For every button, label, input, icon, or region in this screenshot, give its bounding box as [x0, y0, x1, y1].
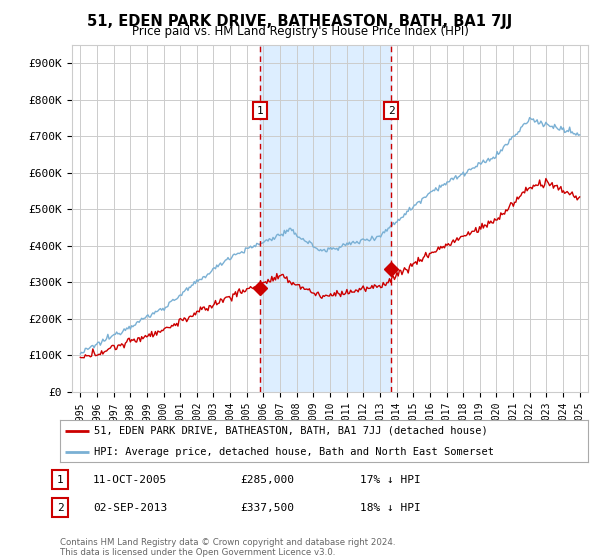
Text: 51, EDEN PARK DRIVE, BATHEASTON, BATH, BA1 7JJ: 51, EDEN PARK DRIVE, BATHEASTON, BATH, B… — [88, 14, 512, 29]
Text: £285,000: £285,000 — [240, 475, 294, 485]
Text: 02-SEP-2013: 02-SEP-2013 — [93, 503, 167, 513]
Text: 2: 2 — [56, 503, 64, 513]
Text: Contains HM Land Registry data © Crown copyright and database right 2024.
This d: Contains HM Land Registry data © Crown c… — [60, 538, 395, 557]
Text: £337,500: £337,500 — [240, 503, 294, 513]
Text: 18% ↓ HPI: 18% ↓ HPI — [360, 503, 421, 513]
Text: 51, EDEN PARK DRIVE, BATHEASTON, BATH, BA1 7JJ (detached house): 51, EDEN PARK DRIVE, BATHEASTON, BATH, B… — [94, 426, 488, 436]
Text: 1: 1 — [257, 106, 263, 115]
Text: 17% ↓ HPI: 17% ↓ HPI — [360, 475, 421, 485]
Bar — [260, 45, 391, 392]
Text: 1: 1 — [56, 475, 64, 485]
Text: HPI: Average price, detached house, Bath and North East Somerset: HPI: Average price, detached house, Bath… — [94, 447, 494, 457]
Text: 11-OCT-2005: 11-OCT-2005 — [93, 475, 167, 485]
Text: 2: 2 — [388, 106, 394, 115]
Text: Price paid vs. HM Land Registry's House Price Index (HPI): Price paid vs. HM Land Registry's House … — [131, 25, 469, 38]
